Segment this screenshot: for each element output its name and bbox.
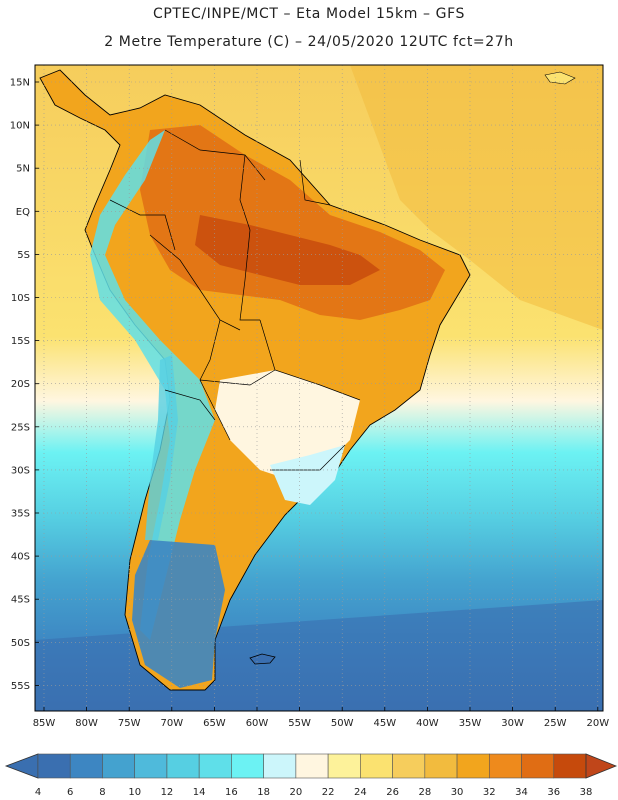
colorbar-label: 20 xyxy=(290,787,303,798)
lat-label: 55S xyxy=(11,681,30,692)
colorbar-label: 14 xyxy=(193,787,206,798)
graticule xyxy=(35,65,603,711)
lon-label: 50W xyxy=(331,718,354,729)
colorbar-swatch xyxy=(166,753,200,779)
colorbar-label: 10 xyxy=(128,787,141,798)
amazon-core xyxy=(195,215,380,285)
lon-label: 35W xyxy=(459,718,482,729)
lon-label: 55W xyxy=(288,718,311,729)
lon-label: 40W xyxy=(416,718,439,729)
colorbar-label: 36 xyxy=(547,787,560,798)
lon-label: 30W xyxy=(501,718,524,729)
colorbar-swatch xyxy=(102,753,136,779)
country-borders xyxy=(109,129,361,471)
falkland-islands xyxy=(249,653,276,665)
latitude-labels: 15N 10N 5N EQ 5S 10S 15S 20S 25S 30S 35S 40S 45S 50S 5… xyxy=(10,78,39,692)
colorbar-swatch xyxy=(424,753,458,779)
colorbar-low-arrow xyxy=(4,753,39,779)
colorbar-label: 22 xyxy=(322,787,335,798)
tropical-ocean-band xyxy=(350,65,603,330)
lon-label: 20W xyxy=(586,718,609,729)
lat-label: 45S xyxy=(11,595,30,606)
chile-coast xyxy=(145,355,178,540)
lon-label: 65W xyxy=(203,718,226,729)
lon-label: 80W xyxy=(75,718,98,729)
colorbar-swatch xyxy=(488,753,522,779)
colorbar-swatch xyxy=(295,753,329,779)
colorbar-label: 26 xyxy=(386,787,399,798)
colorbar-high-arrow xyxy=(585,753,618,779)
colorbar-swatch xyxy=(360,753,393,779)
lat-label: 25S xyxy=(11,422,30,433)
colorbar-label: 30 xyxy=(451,787,464,798)
colorbar-label: 24 xyxy=(354,787,367,798)
map-title: CPTEC/INPE/MCT – Eta Model 15km – GFS xyxy=(152,6,466,22)
colorbar-label: 6 xyxy=(67,787,73,798)
longitude-labels: 85W 80W 75W 70W 65W 60W 55W 50W 45W 40W 35W 30W 25W 2… xyxy=(33,707,609,729)
lat-label: 5S xyxy=(17,250,30,261)
lat-label: 10S xyxy=(11,293,30,304)
colorbar-label: 38 xyxy=(580,787,593,798)
colorbar-swatch xyxy=(69,753,103,779)
caribbean-islands xyxy=(544,71,576,85)
colorbar-swatch xyxy=(134,753,168,779)
colorbar-swatch xyxy=(392,753,426,779)
colorbar-swatch xyxy=(37,753,71,779)
colorbar-swatch xyxy=(521,753,555,779)
lat-label: 50S xyxy=(11,638,30,649)
map-subtitle: 2 Metre Temperature (C) – 24/05/2020 12U… xyxy=(104,34,514,50)
colorbar-swatch xyxy=(198,753,232,779)
colorbar-label: 28 xyxy=(418,787,431,798)
lat-label: 35S xyxy=(11,509,30,520)
lon-label: 85W xyxy=(33,718,56,729)
lat-label: 10N xyxy=(10,121,30,132)
colorbar-swatch xyxy=(231,753,264,779)
colorbar-swatch xyxy=(263,753,297,779)
lat-label: 40S xyxy=(11,552,30,563)
lon-label: 70W xyxy=(160,718,183,729)
colorbar-label: 18 xyxy=(257,787,270,798)
patagonia-cold xyxy=(132,540,225,688)
lat-label: 20S xyxy=(11,379,30,390)
lat-label: 30S xyxy=(11,465,30,476)
lon-label: 75W xyxy=(118,718,141,729)
colorbar-swatch xyxy=(456,753,490,779)
colorbar: 4 6 8 10 12 14 16 18 20 22 24 26 28 30 32 34 36 38 xyxy=(4,753,618,798)
colorbar-label: 34 xyxy=(515,787,528,798)
lat-label: 15N xyxy=(10,78,30,89)
lon-label: 45W xyxy=(373,718,396,729)
colorbar-swatch xyxy=(327,753,361,779)
uruguay-cool xyxy=(270,445,345,505)
colorbar-label: 12 xyxy=(161,787,174,798)
lat-label: EQ xyxy=(16,207,30,218)
colorbar-label: 32 xyxy=(483,787,496,798)
lat-label: 5N xyxy=(16,164,30,175)
colorbar-label: 8 xyxy=(99,787,105,798)
lon-label: 25W xyxy=(544,718,567,729)
colorbar-swatch xyxy=(553,753,587,779)
colorbar-label: 16 xyxy=(225,787,238,798)
map-frame xyxy=(34,64,604,712)
colorbar-label: 4 xyxy=(35,787,41,798)
lat-label: 15S xyxy=(11,336,30,347)
lon-label: 60W xyxy=(246,718,269,729)
